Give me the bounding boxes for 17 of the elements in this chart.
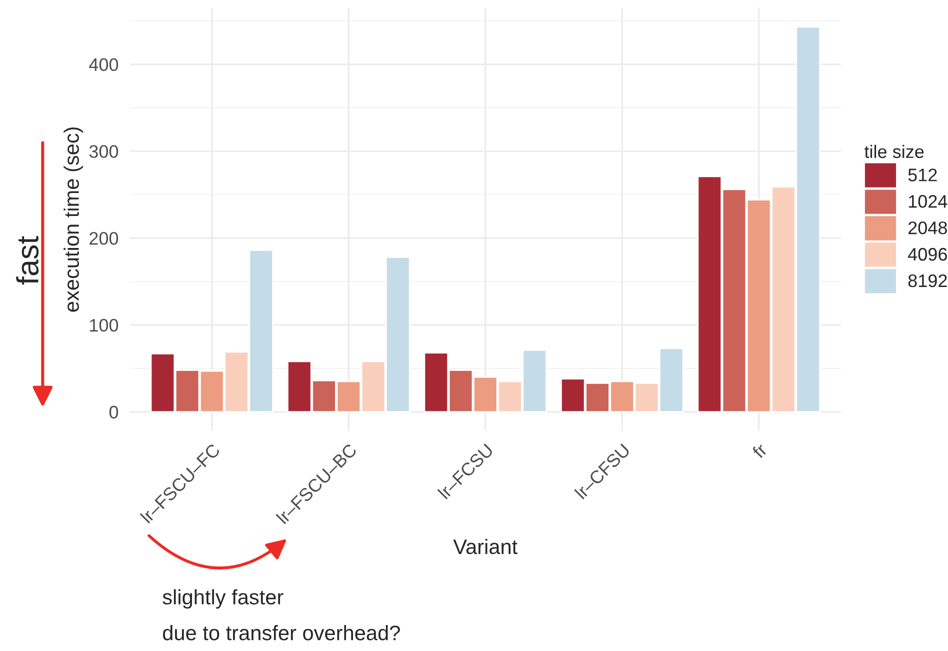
y-tick-label: 400: [89, 58, 118, 72]
x-axis-title: Variant: [453, 538, 518, 554]
y-tick-label: 200: [90, 232, 118, 245]
legend-label: 2048: [908, 221, 947, 234]
legend-label: 512: [908, 168, 937, 182]
y-tick-label: 300: [89, 145, 118, 158]
legend-title: tile size: [864, 144, 924, 158]
text: due to transfer overhead?: [162, 625, 400, 640]
legend-label: 1024: [908, 195, 948, 208]
x-tick-label: fr: [751, 442, 768, 459]
text: slightly faster: [162, 589, 284, 609]
text: fast: [16, 236, 39, 285]
y-tick-label: 100: [90, 318, 118, 332]
y-tick-label: 0: [109, 406, 118, 419]
y-axis-title: execution time (sec): [64, 127, 84, 312]
legend-label: 4096: [908, 248, 947, 261]
legend-label: 8192: [908, 274, 947, 288]
